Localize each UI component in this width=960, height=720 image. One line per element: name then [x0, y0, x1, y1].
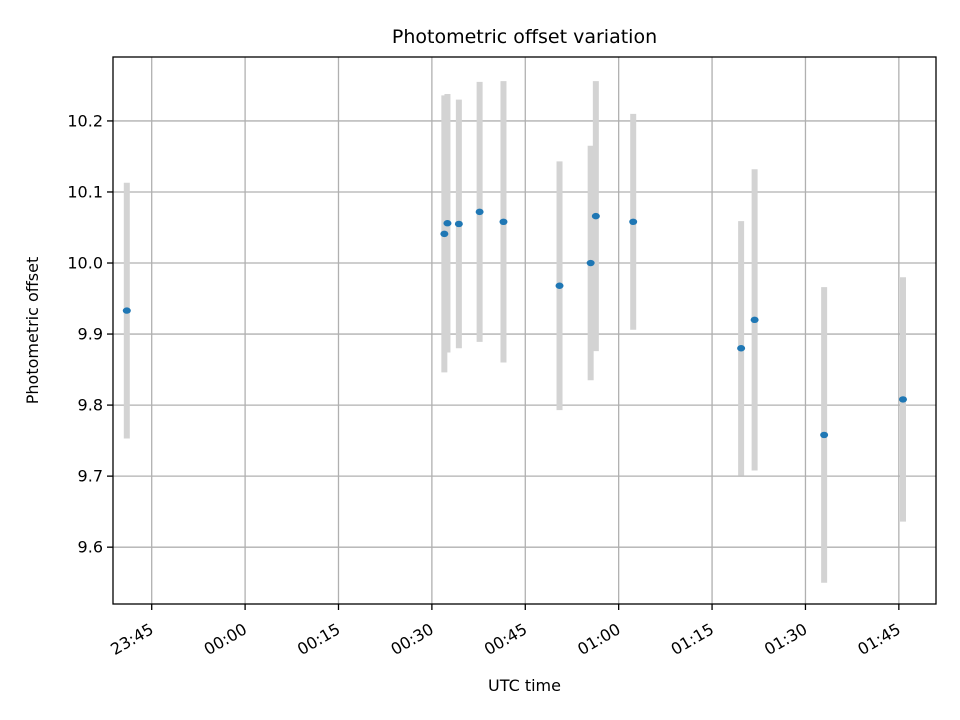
data-point: [122, 307, 131, 314]
y-tick-label: 10.2: [67, 111, 103, 130]
data-point: [454, 220, 463, 228]
data-point: [820, 431, 829, 439]
data-point: [737, 345, 746, 352]
y-tick-label: 9.8: [78, 396, 103, 415]
x-axis-label: UTC time: [488, 676, 561, 695]
y-tick-label: 9.9: [78, 325, 103, 344]
data-point: [555, 282, 564, 289]
y-tick-label: 9.6: [78, 538, 103, 557]
y-tick-label: 10.0: [67, 254, 103, 273]
plot-frame: [112, 56, 937, 605]
y-tick-label: 10.1: [67, 182, 103, 201]
data-point: [591, 212, 600, 220]
y-axis-label: Photometric offset: [23, 257, 42, 405]
data-point: [629, 218, 638, 226]
grid-lines: [113, 57, 936, 604]
data-points: [122, 208, 908, 439]
data-point: [586, 259, 595, 267]
data-point: [443, 220, 452, 227]
y-tick-label: 9.7: [78, 467, 103, 486]
data-point: [499, 218, 508, 226]
data-point: [475, 208, 484, 216]
data-point: [899, 396, 908, 403]
chart-title: Photometric offset variation: [392, 26, 657, 48]
data-point: [440, 230, 449, 238]
data-point: [750, 316, 759, 324]
y-axis-ticks: 9.6 9.7 9.8 9.9 10.0 10.1 10.2: [67, 111, 113, 557]
